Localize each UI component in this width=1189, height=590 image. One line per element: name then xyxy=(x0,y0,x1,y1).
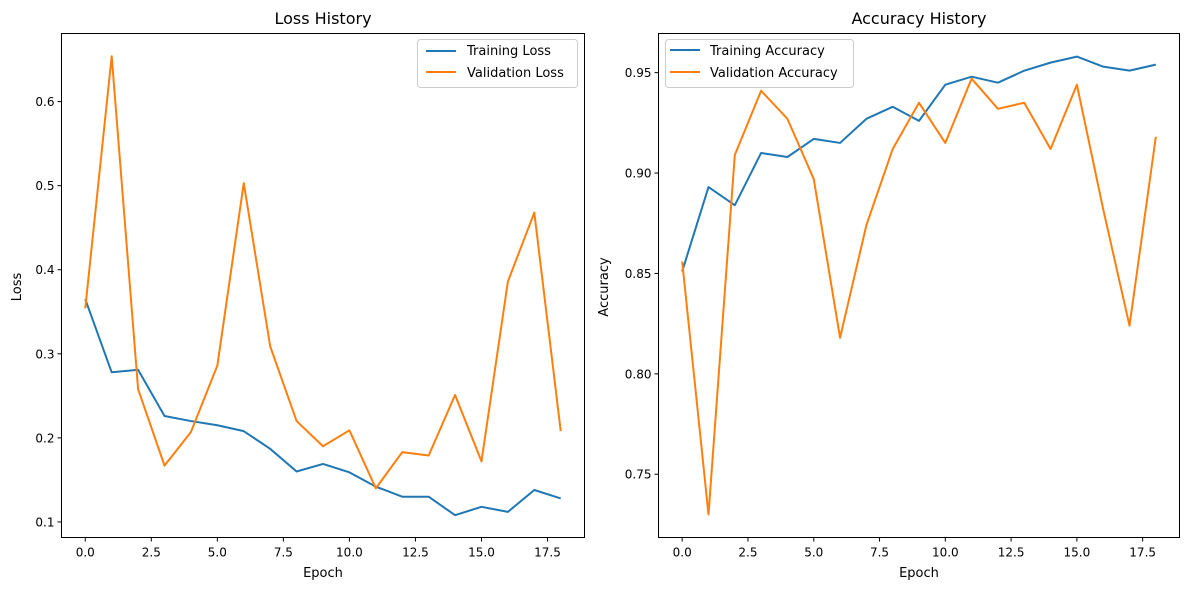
accuracy-legend: Training Accuracy Validation Accuracy xyxy=(665,39,854,88)
accuracy-legend-label-training: Training Accuracy xyxy=(709,44,825,59)
loss-chart: Loss History Epoch Loss 0.0 2.5 5.0 7.5 10.0… xyxy=(10,9,585,581)
loss-x-axis-label: Epoch xyxy=(303,566,343,581)
loss-y-tick-label: 0.6 xyxy=(35,95,54,109)
accuracy-chart: Accuracy History Epoch Accuracy 0.0 2.5 5.… xyxy=(597,9,1180,581)
loss-y-tick-label: 0.1 xyxy=(35,515,54,529)
accuracy-x-tick-label: 17.5 xyxy=(1129,546,1156,560)
validation-loss-line xyxy=(84,55,562,490)
accuracy-plot-frame xyxy=(658,33,1180,538)
accuracy-y-axis-label: Accuracy xyxy=(597,257,612,317)
accuracy-legend-box xyxy=(665,39,854,88)
loss-x-tick-label: 10.0 xyxy=(336,546,363,560)
loss-x-tick-label: 0.0 xyxy=(76,546,95,560)
loss-legend: Training Loss Validation Loss xyxy=(417,39,578,88)
accuracy-x-tick-label: 2.5 xyxy=(738,546,757,560)
accuracy-legend-label-validation: Validation Accuracy xyxy=(710,66,838,81)
loss-legend-label-training: Training Loss xyxy=(466,44,551,59)
accuracy-y-tick-label: 0.75 xyxy=(625,468,652,482)
accuracy-x-tick-label: 15.0 xyxy=(1064,546,1091,560)
accuracy-y-tick-label: 0.80 xyxy=(625,367,652,381)
accuracy-series-lines xyxy=(681,55,1157,516)
loss-x-tick-label: 7.5 xyxy=(274,546,293,560)
loss-y-tick-label: 0.3 xyxy=(35,347,54,361)
loss-x-tick-label: 12.5 xyxy=(402,546,429,560)
loss-x-tick-label: 5.0 xyxy=(208,546,227,560)
loss-y-tick-label: 0.4 xyxy=(35,263,54,277)
accuracy-chart-title: Accuracy History xyxy=(851,9,986,28)
accuracy-y-tick-label: 0.85 xyxy=(625,267,652,281)
accuracy-y-tick-label: 0.95 xyxy=(625,66,652,80)
accuracy-x-tick-label: 7.5 xyxy=(870,546,889,560)
loss-axis-ticks: 0.0 2.5 5.0 7.5 10.0 12.5 15.0 17.5 0.1 0.2 0.3 0.4… xyxy=(35,95,560,559)
loss-y-tick-label: 0.2 xyxy=(35,431,54,445)
loss-x-tick-label: 17.5 xyxy=(534,546,561,560)
loss-plot-frame xyxy=(61,33,585,538)
accuracy-x-tick-label: 0.0 xyxy=(673,546,692,560)
validation-accuracy-line xyxy=(681,77,1157,516)
accuracy-x-tick-label: 12.5 xyxy=(998,546,1025,560)
accuracy-axis-ticks: 0.0 2.5 5.0 7.5 10.0 12.5 15.0 17.5 0.75 0.80 0.85… xyxy=(625,66,1156,559)
loss-series-lines xyxy=(84,55,562,517)
accuracy-y-tick-label: 0.90 xyxy=(625,167,652,181)
loss-x-tick-label: 15.0 xyxy=(468,546,495,560)
accuracy-x-tick-label: 5.0 xyxy=(804,546,823,560)
loss-x-tick-label: 2.5 xyxy=(142,546,161,560)
loss-legend-box xyxy=(417,39,578,88)
loss-chart-title: Loss History xyxy=(274,9,371,28)
loss-legend-label-validation: Validation Loss xyxy=(467,66,564,81)
accuracy-x-axis-label: Epoch xyxy=(899,566,939,581)
loss-y-tick-label: 0.5 xyxy=(35,179,54,193)
training-accuracy-line xyxy=(681,55,1157,272)
accuracy-x-tick-label: 10.0 xyxy=(932,546,959,560)
loss-y-axis-label: Loss xyxy=(10,273,25,302)
training-loss-line xyxy=(84,298,562,517)
